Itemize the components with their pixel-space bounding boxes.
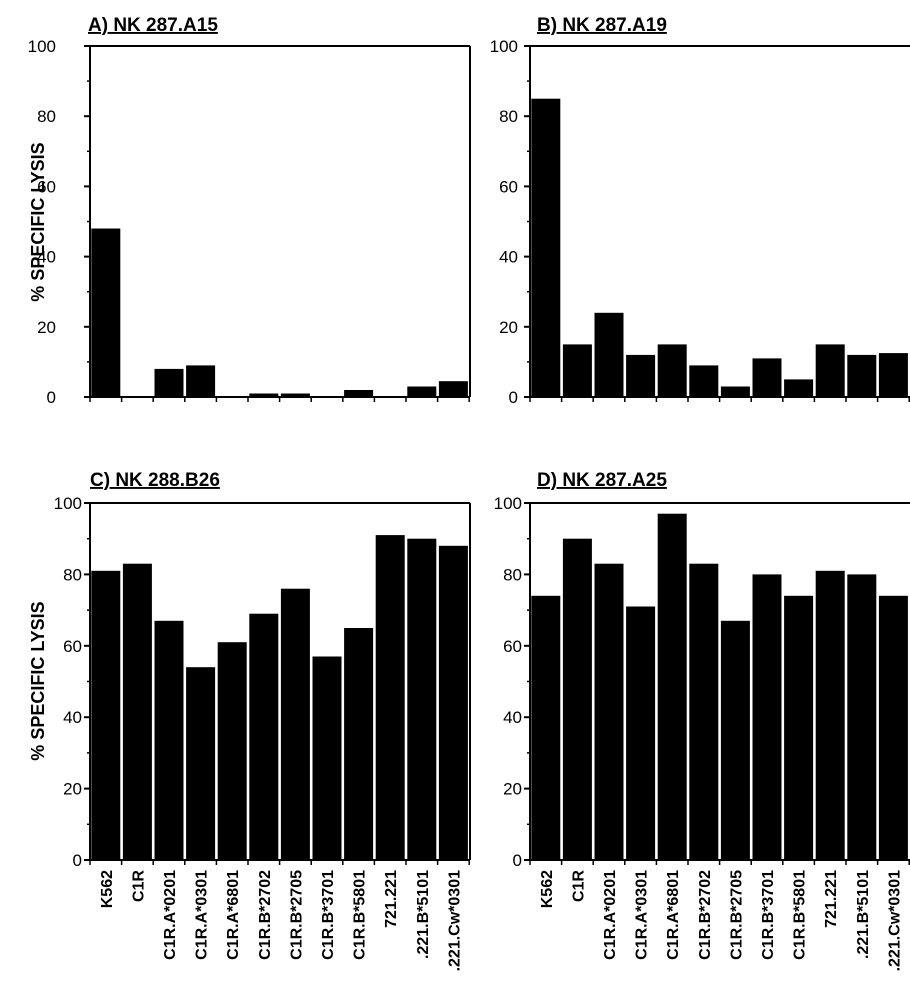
bar [626, 606, 656, 860]
y-tick-label: 40 [37, 248, 56, 267]
bar [815, 570, 845, 860]
x-tick-label: K562 [99, 870, 116, 908]
y-tick-label: 100 [28, 37, 56, 56]
bar [847, 574, 877, 860]
bar [720, 386, 750, 397]
bar [847, 354, 877, 397]
bar [531, 98, 561, 397]
bar [217, 642, 247, 860]
x-tick-label: C1R.B*5801 [352, 870, 369, 960]
bar [280, 393, 310, 397]
bar [407, 386, 437, 397]
bar [154, 368, 184, 397]
y-tick-label: 100 [54, 494, 82, 513]
bar [312, 656, 342, 860]
x-tick-label: C1R.B*3701 [760, 870, 777, 960]
bar [186, 365, 216, 397]
x-tick-label: .221.Cw*0301 [446, 870, 463, 972]
bar [689, 365, 719, 397]
x-tick-label: C1R.A*0301 [634, 870, 651, 960]
y-tick-label: 40 [503, 708, 522, 727]
bar [249, 613, 279, 860]
x-tick-label: C1R.B*3701 [320, 870, 337, 960]
x-tick-label: K562 [539, 870, 556, 908]
panel-title: B) NK 287.A19 [537, 15, 667, 36]
y-tick-label: 0 [73, 851, 82, 870]
y-tick-label: 60 [503, 637, 522, 656]
bar [154, 620, 184, 860]
bar [752, 574, 782, 860]
x-tick-label: C1R.B*2705 [288, 870, 305, 960]
x-tick-label: C1R.B*5801 [792, 870, 809, 960]
panel-title: A) NK 287.A15 [88, 15, 218, 36]
bar [344, 628, 374, 860]
bar [438, 381, 468, 397]
y-tick-label: 0 [509, 388, 518, 407]
bar [689, 563, 719, 860]
bar [594, 312, 624, 397]
bar [720, 620, 750, 860]
y-axis-label: % SPECIFIC LYSIS [28, 142, 48, 301]
y-tick-label: 100 [490, 37, 518, 56]
y-tick-label: 80 [503, 565, 522, 584]
x-tick-label: C1R.B*2702 [257, 870, 274, 960]
x-tick-label: C1R.B*2705 [728, 870, 745, 960]
panel-title: D) NK 287.A25 [537, 470, 667, 491]
y-tick-label: 0 [513, 851, 522, 870]
x-tick-label: C1R.A*0201 [162, 870, 179, 960]
bar [375, 535, 405, 860]
y-tick-label: 60 [63, 637, 82, 656]
y-tick-label: 20 [499, 318, 518, 337]
y-tick-label: 80 [37, 107, 56, 126]
y-tick-label: 0 [47, 388, 56, 407]
bar [815, 344, 845, 397]
y-tick-label: 60 [499, 177, 518, 196]
bar [657, 513, 687, 860]
y-tick-label: 20 [63, 780, 82, 799]
bar [562, 538, 592, 860]
bar [626, 354, 656, 397]
y-tick-label: 80 [499, 107, 518, 126]
x-tick-label: 721.221 [823, 870, 840, 928]
bar [594, 563, 624, 860]
y-axis-label: % SPECIFIC LYSIS [28, 601, 48, 760]
x-tick-label: 721.221 [383, 870, 400, 928]
bar [752, 358, 782, 397]
bar [91, 228, 121, 397]
x-tick-label: C1R.B*2702 [697, 870, 714, 960]
x-tick-label: .221.B*5101 [415, 870, 432, 959]
y-tick-label: 40 [63, 708, 82, 727]
bar [531, 595, 561, 860]
x-tick-label: C1R.A*0201 [602, 870, 619, 960]
x-tick-label: C1R [570, 870, 587, 902]
y-tick-label: 80 [63, 565, 82, 584]
bar [878, 595, 908, 860]
bar [784, 379, 814, 397]
x-tick-label: .221.Cw*0301 [886, 870, 903, 972]
y-tick-label: 100 [494, 494, 522, 513]
bar [438, 545, 468, 860]
bar [407, 538, 437, 860]
bar [657, 344, 687, 397]
y-tick-label: 40 [499, 248, 518, 267]
bar [344, 390, 374, 397]
bar [249, 393, 279, 397]
bar [280, 588, 310, 860]
bar [784, 595, 814, 860]
x-tick-label: C1R.A*6801 [665, 870, 682, 960]
y-tick-label: 60 [37, 177, 56, 196]
x-tick-label: .221.B*5101 [855, 870, 872, 959]
y-tick-label: 20 [37, 318, 56, 337]
x-tick-label: C1R [130, 870, 147, 902]
bar [878, 353, 908, 397]
x-tick-label: C1R.A*0301 [194, 870, 211, 960]
bar [91, 570, 121, 860]
y-tick-label: 20 [503, 780, 522, 799]
bar [186, 667, 216, 860]
bar [122, 563, 152, 860]
bar [562, 344, 592, 397]
x-tick-label: C1R.A*6801 [225, 870, 242, 960]
panel-title: C) NK 288.B26 [90, 470, 220, 491]
